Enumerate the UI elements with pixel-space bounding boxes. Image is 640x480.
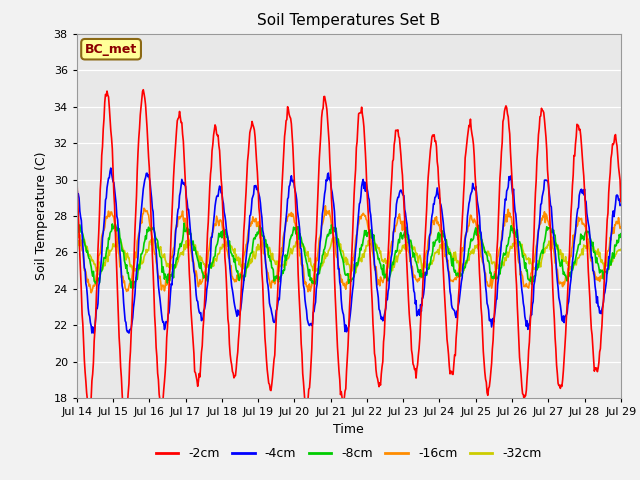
-4cm: [107, 165, 115, 171]
-2cm: [73, 172, 81, 178]
-16cm: [87, 290, 95, 296]
-4cm: [395, 194, 403, 200]
-32cm: [73, 251, 81, 257]
-2cm: [140, 87, 147, 93]
Y-axis label: Soil Temperature (C): Soil Temperature (C): [35, 152, 48, 280]
-2cm: [568, 182, 576, 188]
-16cm: [395, 215, 403, 221]
Title: Soil Temperatures Set B: Soil Temperatures Set B: [257, 13, 440, 28]
Line: -4cm: -4cm: [77, 168, 621, 333]
-2cm: [194, 384, 202, 389]
-4cm: [342, 322, 349, 328]
-2cm: [617, 199, 625, 204]
-16cm: [193, 274, 201, 279]
-32cm: [193, 249, 201, 254]
-8cm: [617, 231, 625, 237]
Line: -32cm: -32cm: [77, 238, 621, 275]
-16cm: [73, 219, 81, 225]
-4cm: [449, 305, 456, 311]
Line: -8cm: -8cm: [77, 223, 621, 288]
-4cm: [90, 330, 98, 336]
-2cm: [122, 412, 129, 418]
-32cm: [95, 272, 103, 278]
-32cm: [395, 252, 403, 257]
-32cm: [568, 263, 576, 268]
-2cm: [449, 372, 456, 377]
-16cm: [321, 203, 329, 209]
-16cm: [216, 217, 224, 223]
-8cm: [395, 237, 403, 242]
-32cm: [342, 254, 349, 260]
Legend: -2cm, -4cm, -8cm, -16cm, -32cm: -2cm, -4cm, -8cm, -16cm, -32cm: [151, 442, 547, 465]
Line: -16cm: -16cm: [77, 206, 621, 293]
-8cm: [342, 272, 349, 278]
-16cm: [449, 277, 456, 283]
-16cm: [568, 243, 576, 249]
Line: -2cm: -2cm: [77, 90, 621, 415]
-8cm: [194, 257, 202, 263]
-4cm: [217, 190, 225, 196]
-8cm: [73, 226, 81, 231]
-2cm: [342, 386, 349, 392]
-8cm: [217, 229, 225, 235]
-32cm: [216, 244, 224, 250]
X-axis label: Time: Time: [333, 423, 364, 436]
-4cm: [568, 259, 576, 264]
-4cm: [194, 299, 202, 304]
-8cm: [568, 267, 576, 273]
-8cm: [127, 285, 135, 291]
-16cm: [617, 225, 625, 230]
-32cm: [449, 255, 456, 261]
-32cm: [617, 247, 625, 252]
-32cm: [331, 235, 339, 240]
-4cm: [73, 183, 81, 189]
Text: BC_met: BC_met: [85, 43, 137, 56]
-4cm: [617, 202, 625, 208]
-8cm: [449, 263, 456, 269]
-8cm: [180, 220, 188, 226]
-16cm: [342, 287, 349, 292]
-2cm: [217, 176, 225, 182]
-2cm: [395, 133, 403, 139]
